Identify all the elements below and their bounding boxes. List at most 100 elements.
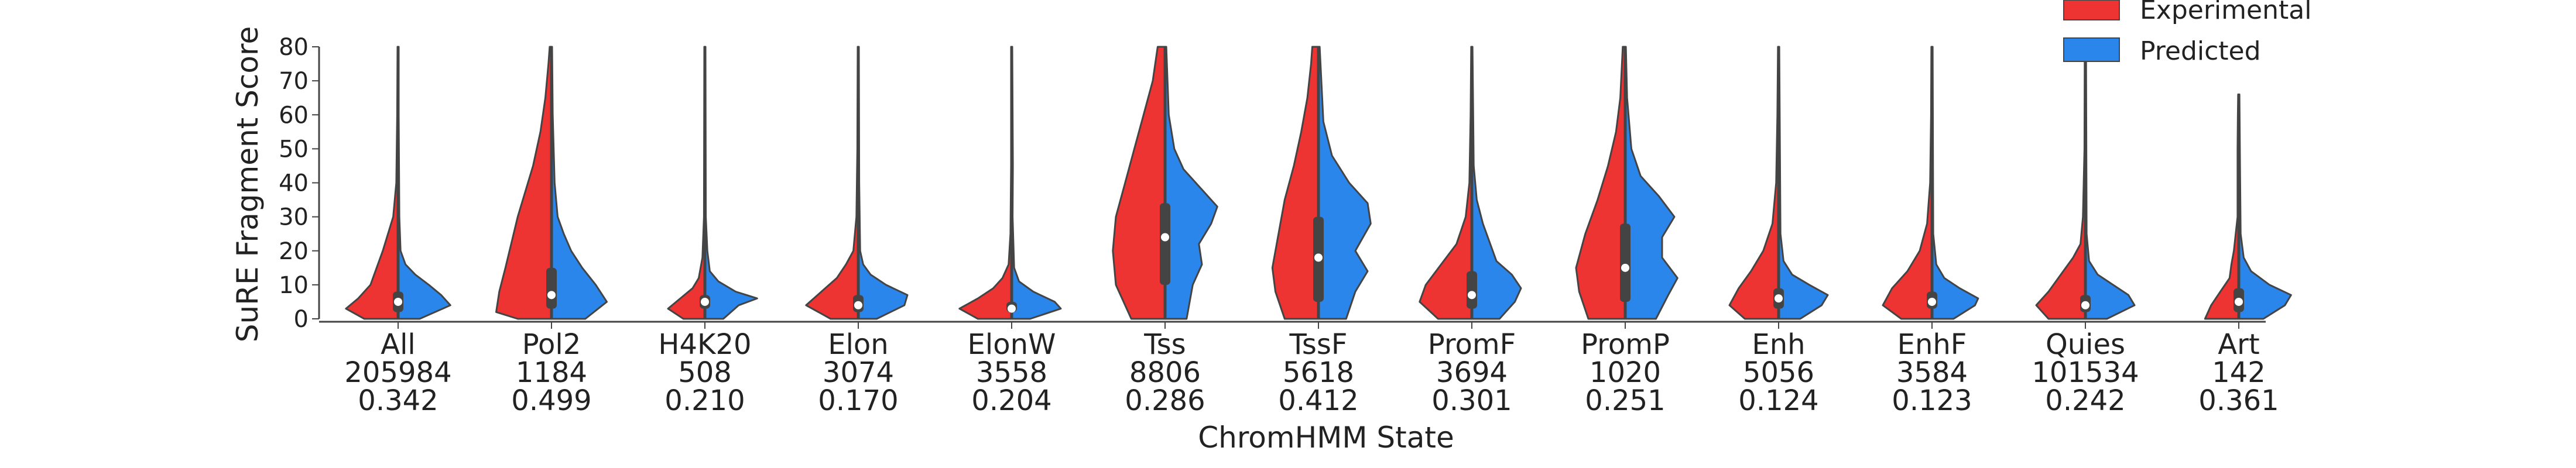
x-category-name: H4K20	[658, 328, 751, 361]
x-category-name: All	[381, 328, 416, 361]
violin-iqr-box	[1467, 271, 1477, 309]
x-category-score: 0.412	[1278, 384, 1358, 417]
violin-median-dot	[1468, 291, 1476, 300]
x-category-name: Enh	[1752, 328, 1805, 361]
violin-median-dot	[854, 301, 862, 309]
violin-half-predicted	[1010, 46, 1062, 320]
violin-group-promp	[1575, 46, 1678, 320]
violin-median-dot	[1775, 294, 1783, 303]
violin-half-predicted	[550, 46, 608, 320]
x-category-count: 1020	[1590, 356, 1661, 389]
x-category-score: 0.123	[1892, 384, 1972, 417]
violin-group-h4k20	[667, 46, 758, 320]
violin-iqr-box	[1160, 203, 1170, 285]
x-category-name: Art	[2218, 328, 2259, 361]
y-tick-label: 80	[279, 34, 309, 61]
x-category-count: 5618	[1283, 356, 1354, 389]
x-category-score: 0.361	[2198, 384, 2279, 417]
violin-group-promf	[1419, 46, 1522, 320]
y-tick-label: 40	[279, 170, 309, 197]
violin-group-pol2	[495, 46, 608, 320]
violin-half-predicted	[704, 46, 758, 320]
x-category-score: 0.286	[1125, 384, 1205, 417]
violin-half-predicted	[1624, 46, 1678, 320]
x-category-score: 0.210	[664, 384, 745, 417]
violin-half-experimental	[667, 46, 706, 320]
violin-half-predicted	[2084, 46, 2136, 320]
violin-half-predicted	[397, 46, 451, 320]
x-category-score: 0.301	[1431, 384, 1512, 417]
y-ticks: 0 10 20 30 40 50 60 70 80	[279, 34, 319, 333]
violin-half-experimental	[2204, 93, 2240, 320]
violin-group-enhf	[1882, 46, 1979, 320]
x-category-score: 0.242	[2045, 384, 2125, 417]
violin-median-dot	[1621, 263, 1629, 272]
x-category-count: 3074	[823, 356, 894, 389]
violin-group-quies	[2035, 46, 2136, 320]
violin-half-experimental	[805, 46, 859, 320]
x-category-score: 0.342	[358, 384, 438, 417]
y-tick-label: 60	[279, 102, 309, 129]
violin-group-art	[2204, 93, 2292, 320]
x-category-name: PromF	[1428, 328, 1516, 361]
y-tick-label: 50	[279, 136, 309, 163]
x-category-count: 8806	[1129, 356, 1201, 389]
violin-group-elon	[805, 46, 909, 320]
x-category-score: 0.204	[971, 384, 1051, 417]
violin-half-experimental	[1419, 46, 1473, 320]
x-category-score: 0.499	[511, 384, 591, 417]
violins-layer	[345, 46, 2292, 320]
violin-group-enh	[1728, 46, 1829, 320]
legend-swatch-predicted	[2063, 37, 2120, 62]
x-category-name: Elon	[828, 328, 888, 361]
x-category-score: 0.170	[818, 384, 898, 417]
x-category-name: PromP	[1581, 328, 1670, 361]
violin-half-predicted	[857, 46, 909, 320]
x-category-count: 142	[2212, 356, 2266, 389]
x-category-name: EnhF	[1897, 328, 1967, 361]
x-category-count: 508	[678, 356, 732, 389]
violin-group-all	[345, 46, 451, 320]
violin-half-experimental	[1112, 46, 1166, 320]
violin-group-tssf	[1271, 46, 1372, 320]
legend-swatch-experimental	[2063, 0, 2120, 20]
violin-median-dot	[701, 297, 709, 306]
violin-half-predicted	[1471, 46, 1522, 320]
violin-median-dot	[1008, 304, 1016, 313]
violin-iqr-box	[1620, 223, 1630, 302]
x-category-count: 3694	[1436, 356, 1508, 389]
x-category-name: Pol2	[522, 328, 581, 361]
violin-median-dot	[1161, 233, 1169, 242]
x-category-score: 0.251	[1585, 384, 1665, 417]
violin-half-experimental	[2035, 46, 2087, 320]
y-tick-label: 30	[279, 204, 309, 231]
legend-label-experimental: Experimental	[2140, 0, 2311, 25]
violin-median-dot	[547, 291, 556, 300]
violin-median-dot	[1928, 297, 1936, 306]
x-category-count: 1184	[516, 356, 587, 389]
x-category-count: 3584	[1896, 356, 1968, 389]
x-category-score: 0.124	[1738, 384, 1818, 417]
violin-half-predicted	[1777, 46, 1829, 320]
y-tick-label: 0	[294, 306, 309, 333]
violin-median-dot	[2235, 297, 2243, 306]
violin-group-tss	[1112, 46, 1218, 320]
x-category-count: 5056	[1743, 356, 1814, 389]
x-category-name: Quies	[2046, 328, 2125, 361]
violin-half-predicted	[1317, 46, 1372, 320]
violin-half-experimental	[1575, 46, 1626, 320]
y-axis-title: SuRE Fragment Score	[231, 26, 265, 342]
violin-half-experimental	[1271, 46, 1320, 320]
x-category-name: Tss	[1143, 328, 1186, 361]
x-category-count: 101534	[2032, 356, 2139, 389]
violin-half-predicted	[1164, 46, 1218, 320]
x-axis-title: ChromHMM State	[1198, 421, 1454, 455]
y-tick-label: 70	[279, 68, 309, 95]
violin-iqr-box	[546, 267, 557, 309]
y-tick-label: 10	[279, 272, 309, 299]
violin-half-predicted	[1931, 46, 1979, 320]
x-category-name: TssF	[1289, 328, 1348, 361]
violin-half-experimental	[1728, 46, 1780, 320]
legend: Experimental Predicted	[2063, 0, 2311, 66]
